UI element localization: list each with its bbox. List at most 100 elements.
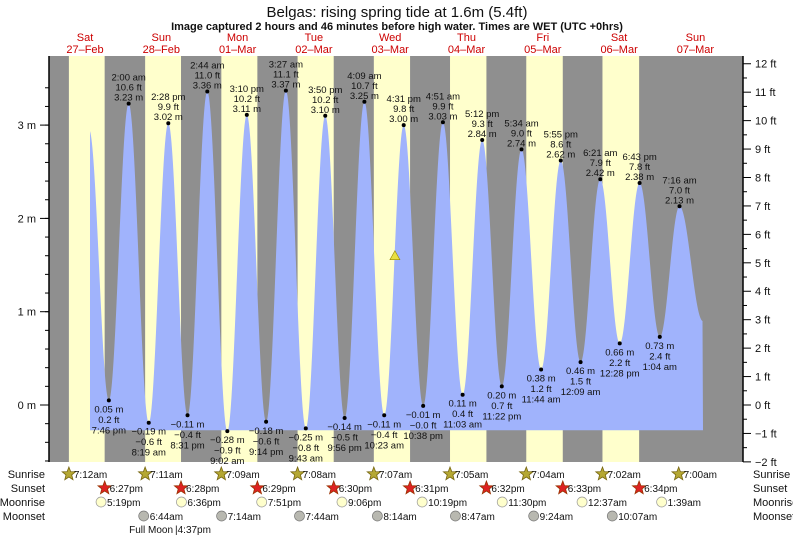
low-tide-label: 9:14 pm bbox=[249, 447, 283, 458]
day-of-week-label: Thu bbox=[457, 32, 476, 44]
high-tide-label: 5:34 am bbox=[504, 118, 538, 129]
low-tide-label: 0.7 ft bbox=[491, 401, 512, 412]
high-tide-point bbox=[323, 113, 328, 118]
high-tide-label: 3.37 m bbox=[271, 80, 300, 91]
sunrise-time: 7:02am bbox=[607, 470, 640, 481]
moonset-icon bbox=[450, 510, 461, 522]
low-tide-label: 0.2 ft bbox=[98, 415, 119, 426]
low-tide-point bbox=[382, 413, 387, 418]
low-tide-label: 11:22 pm bbox=[482, 411, 521, 422]
low-tide-point bbox=[146, 420, 151, 425]
date-label: 27–Feb bbox=[66, 44, 103, 56]
high-tide-label: 11.1 ft bbox=[273, 70, 299, 81]
right-tick-label: 10 ft bbox=[755, 116, 776, 128]
date-label: 04–Mar bbox=[448, 44, 486, 56]
low-tide-point bbox=[342, 416, 347, 421]
low-tide-label: 0.73 m bbox=[645, 341, 674, 352]
moonrise-icon bbox=[576, 496, 588, 508]
day-of-week-label: Fri bbox=[536, 32, 549, 44]
high-tide-label: 3:50 pm bbox=[308, 85, 342, 96]
date-label: 03–Mar bbox=[372, 44, 410, 56]
low-tide-point bbox=[539, 367, 544, 372]
low-tide-label: −0.8 ft bbox=[292, 443, 319, 454]
moonrise-icon bbox=[256, 496, 268, 508]
right-tick-label: 0 ft bbox=[755, 400, 770, 412]
left-tick-label: 3 m bbox=[18, 120, 36, 132]
low-tide-point bbox=[421, 403, 426, 408]
row-label-sunset: Sunset bbox=[11, 483, 45, 495]
low-tide-label: 0.20 m bbox=[487, 390, 516, 401]
day-of-week-label: Wed bbox=[379, 32, 401, 44]
high-tide-label: 2.38 m bbox=[625, 172, 654, 183]
high-tide-label: 3.00 m bbox=[389, 114, 418, 125]
low-tide-label: 0.46 m bbox=[566, 366, 595, 377]
row-label-moonset-right: Moonset bbox=[753, 511, 793, 523]
low-tide-label: 9:02 am bbox=[210, 456, 244, 467]
sunset-time: 6:31pm bbox=[415, 484, 448, 495]
low-tide-label: 11:44 am bbox=[522, 395, 561, 406]
sunset-time: 6:29pm bbox=[262, 484, 295, 495]
date-label: 28–Feb bbox=[143, 44, 180, 56]
low-tide-label: −0.6 ft bbox=[135, 437, 162, 448]
high-tide-label: 2.13 m bbox=[665, 195, 694, 206]
high-tide-label: 2.62 m bbox=[546, 150, 575, 161]
moonset-time: 7:14am bbox=[228, 512, 261, 523]
low-tide-point bbox=[657, 334, 662, 339]
low-tide-label: −0.25 m bbox=[288, 432, 323, 443]
row-label-sunrise-right: Sunrise bbox=[753, 469, 790, 481]
sunset-time: 6:28pm bbox=[186, 484, 219, 495]
high-tide-point bbox=[637, 180, 642, 185]
high-tide-point bbox=[244, 112, 249, 117]
current-tide-marker bbox=[389, 250, 401, 261]
high-tide-label: 9.3 ft bbox=[472, 119, 493, 130]
moonrise-time: 7:51pm bbox=[268, 498, 301, 509]
high-tide-label: 4:31 pm bbox=[387, 94, 421, 105]
sunset-icon bbox=[555, 479, 571, 495]
high-tide-label: 2.84 m bbox=[468, 129, 497, 140]
moonset-time: 7:44am bbox=[305, 512, 338, 523]
left-tick-label: 2 m bbox=[18, 213, 36, 225]
low-tide-label: 0.66 m bbox=[605, 347, 634, 358]
right-tick-label: 12 ft bbox=[755, 59, 776, 71]
day-of-week-label: Sun bbox=[686, 32, 706, 44]
high-tide-label: 5:12 pm bbox=[465, 109, 499, 120]
sunrise-time: 7:07am bbox=[379, 470, 412, 481]
high-tide-label: 3.03 m bbox=[428, 111, 457, 122]
low-tide-label: −0.11 m bbox=[367, 419, 401, 430]
right-tick-label: 7 ft bbox=[755, 201, 770, 213]
sunset-icon bbox=[631, 479, 647, 495]
sunset-icon bbox=[402, 479, 418, 495]
high-tide-point bbox=[598, 177, 603, 182]
high-tide-label: 3.02 m bbox=[154, 112, 183, 123]
sunset-icon bbox=[173, 479, 189, 495]
moonrise-time: 9:06pm bbox=[348, 498, 381, 509]
sunset-icon bbox=[249, 479, 266, 495]
high-tide-point bbox=[480, 138, 485, 143]
high-tide-label: 7.8 ft bbox=[629, 162, 650, 173]
moon-phase-time: |4:37pm bbox=[175, 525, 211, 536]
moonrise-icon bbox=[496, 496, 508, 508]
low-tide-label: −0.9 ft bbox=[214, 446, 241, 457]
moonrise-icon bbox=[416, 496, 428, 508]
day-of-week-label: Sat bbox=[77, 32, 94, 44]
sunrise-time: 7:00am bbox=[684, 470, 717, 481]
sunrise-icon bbox=[670, 465, 687, 481]
moonset-icon bbox=[216, 510, 227, 522]
low-tide-label: 0.38 m bbox=[527, 374, 556, 385]
low-tide-point bbox=[225, 429, 230, 434]
high-tide-label: 3.36 m bbox=[193, 81, 222, 92]
moonset-time: 8:47am bbox=[461, 512, 494, 523]
sunset-icon bbox=[478, 479, 495, 495]
low-tide-point bbox=[460, 392, 465, 397]
day-of-week-label: Sat bbox=[611, 32, 628, 44]
sunrise-time: 7:04am bbox=[531, 470, 564, 481]
low-tide-label: 9:43 am bbox=[289, 453, 323, 464]
row-label-moonrise-right: Moonrise bbox=[753, 497, 793, 509]
right-tick-label: 1 ft bbox=[755, 372, 770, 384]
high-tide-label: 3:27 am bbox=[269, 60, 303, 71]
right-tick-label: 11 ft bbox=[755, 87, 776, 99]
tide-curve bbox=[90, 90, 703, 432]
high-tide-label: 4:09 am bbox=[347, 71, 381, 82]
moonset-time: 6:44am bbox=[150, 512, 183, 523]
low-tide-label: 12:09 am bbox=[561, 387, 601, 398]
